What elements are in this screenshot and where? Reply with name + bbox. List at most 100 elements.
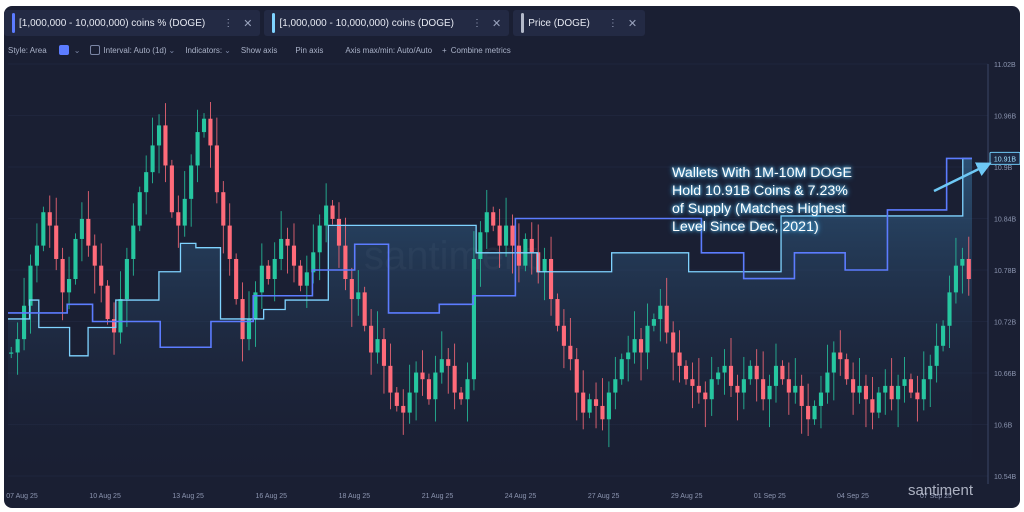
price-candle (73, 238, 78, 280)
chevron-down-icon: ⌄ (168, 45, 176, 55)
chart-toolbar: Style: Area ⌄ Interval: Auto (1d) ⌄ Indic… (4, 42, 511, 58)
price-candle (857, 385, 862, 393)
price-candle (510, 225, 515, 246)
price-candle (195, 132, 200, 166)
x-tick-label: 04 Sep 25 (837, 493, 869, 500)
more-options-icon[interactable]: ⋮ (607, 17, 618, 29)
price-candle (99, 265, 104, 286)
price-candle (799, 385, 804, 406)
interval-dropdown[interactable]: Interval: Auto (1d) ⌄ (90, 45, 175, 55)
indicators-dropdown[interactable]: Indicators: ⌄ (185, 46, 231, 55)
price-candle (41, 212, 46, 246)
price-candle (883, 385, 888, 393)
pin-axis-toggle[interactable]: Pin axis (295, 46, 323, 55)
price-candle (671, 332, 676, 353)
price-candle (626, 352, 631, 360)
price-candle (124, 258, 129, 300)
price-candle (921, 379, 926, 400)
price-candle (677, 352, 682, 366)
price-candle (414, 372, 419, 393)
price-candle (201, 118, 207, 133)
chart-panel: [1,000,000 - 10,000,000) coins % (DOGE) … (4, 6, 1020, 508)
color-picker[interactable]: ⌄ (58, 45, 80, 55)
price-candle (420, 372, 425, 380)
metric-tab-price[interactable]: Price (DOGE) ⋮ ✕ (513, 10, 646, 36)
style-label: Style: Area (8, 45, 47, 55)
price-candle (767, 385, 772, 400)
show-axis-toggle[interactable]: Show axis (241, 46, 277, 55)
more-options-icon[interactable]: ⋮ (471, 17, 482, 29)
price-candle (574, 359, 579, 393)
price-candle (156, 125, 162, 146)
more-options-icon[interactable]: ⋮ (223, 17, 234, 29)
y-tick-label: 10.66B (994, 371, 1017, 378)
price-candle (131, 225, 136, 259)
price-candle (291, 245, 297, 266)
price-candle (214, 145, 219, 193)
price-candle (703, 392, 708, 400)
price-candle (542, 258, 547, 273)
chevron-down-icon: ⌄ (224, 45, 231, 55)
price-candle (298, 265, 303, 286)
metric-tab-coins-percent[interactable]: [1,000,000 - 10,000,000) coins % (DOGE) … (4, 10, 261, 36)
axis-maxmin-dropdown[interactable]: Axis max/min: Auto/Auto (345, 46, 432, 55)
price-candle (343, 245, 348, 280)
price-candle (47, 212, 52, 226)
price-candle (369, 325, 374, 353)
close-icon[interactable]: ✕ (491, 17, 502, 30)
y-tick-label: 11.02B (994, 62, 1016, 69)
price-candle (568, 345, 573, 360)
price-candle (870, 399, 875, 413)
price-candle (465, 379, 470, 400)
series-color-swatch (272, 13, 276, 33)
calendar-icon (90, 45, 101, 55)
indicators-label: Indicators: (185, 45, 223, 55)
price-candle (433, 372, 438, 400)
price-candle (934, 345, 939, 366)
price-candle (439, 359, 444, 373)
price-candle (960, 258, 965, 266)
price-candle (336, 218, 342, 246)
price-candle (818, 392, 824, 406)
y-tick-label: 10.96B (994, 114, 1017, 121)
price-candle (851, 379, 856, 393)
metric-tabs: [1,000,000 - 10,000,000) coins % (DOGE) … (4, 6, 646, 42)
coins-series-line (8, 157, 972, 357)
price-candle (362, 292, 367, 326)
price-candle (838, 352, 843, 360)
close-icon[interactable]: ✕ (243, 17, 253, 30)
series-color-swatch (12, 13, 15, 33)
annotation-line: Hold 10.91B Coins & 7.23% (672, 183, 848, 199)
price-candle (831, 352, 836, 373)
price-candle (208, 118, 213, 146)
metric-tab-coins[interactable]: [1,000,000 - 10,000,000) coins (DOGE) ⋮ … (264, 10, 510, 36)
combine-metrics-label: Combine metrics (450, 45, 511, 55)
price-candle (664, 305, 669, 333)
x-tick-label: 13 Aug 25 (172, 493, 204, 500)
price-candle (86, 218, 91, 246)
price-candle (176, 212, 181, 226)
price-candle (889, 385, 894, 400)
current-value-label: 10.91B (994, 156, 1017, 163)
price-candle (28, 265, 33, 306)
price-candle (645, 325, 650, 353)
price-candle (79, 218, 84, 239)
x-tick-label: 01 Sep 25 (754, 493, 786, 500)
axis-maxmin-label: Axis max/min: Auto/Auto (345, 45, 433, 55)
x-tick-label: 07 Sep 25 (920, 493, 952, 500)
close-icon[interactable]: ✕ (627, 17, 638, 30)
price-candle (793, 385, 798, 393)
combine-metrics-toggle[interactable]: + Combine metrics (442, 46, 511, 55)
price-candle (735, 385, 740, 393)
price-candle (754, 365, 759, 380)
x-tick-label: 16 Aug 25 (256, 493, 288, 500)
x-tick-label: 10 Aug 25 (89, 493, 121, 500)
price-candle (709, 379, 714, 400)
price-candle (619, 359, 624, 380)
price-candle (426, 379, 432, 400)
price-candle (613, 379, 618, 393)
price-candle (638, 339, 644, 353)
price-candle (806, 405, 811, 420)
style-dropdown[interactable]: Style: Area (8, 46, 47, 55)
price-candle (182, 198, 187, 226)
